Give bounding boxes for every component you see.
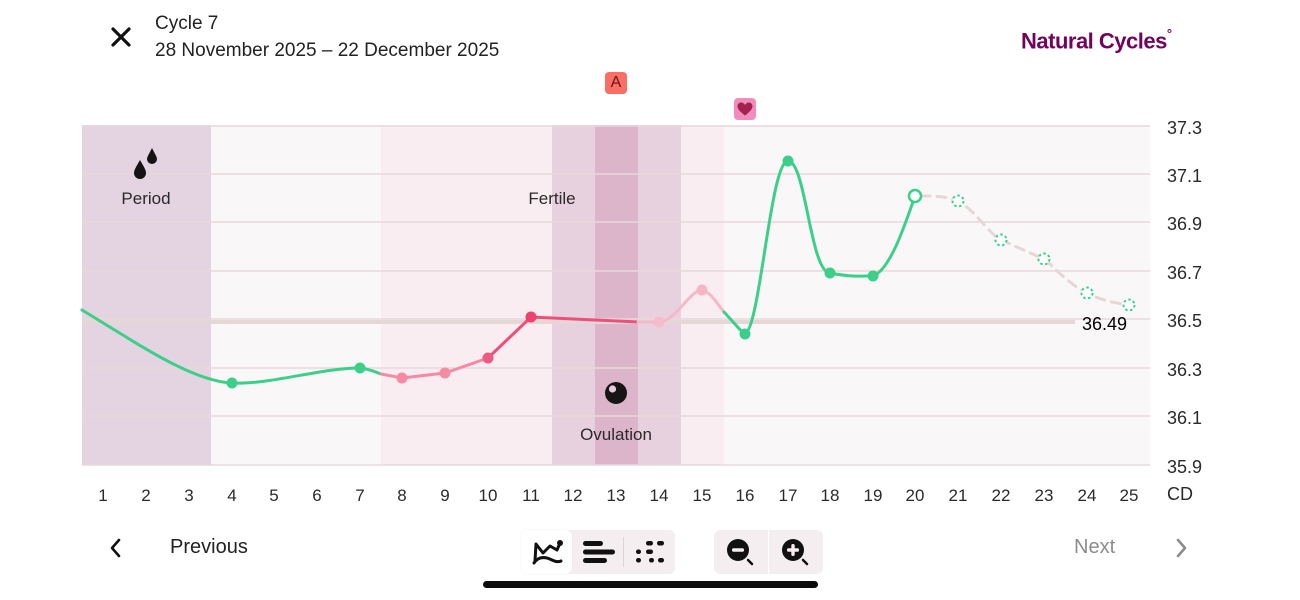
ovulation-band bbox=[595, 125, 638, 465]
svg-text:13: 13 bbox=[607, 486, 626, 505]
zoom-in-button[interactable] bbox=[769, 530, 823, 574]
x-axis: 1 2 3 4 5 6 7 8 9 10 11 12 13 14 15 16 1… bbox=[98, 486, 1138, 505]
period-band bbox=[82, 125, 211, 465]
data-point[interactable] bbox=[396, 372, 408, 384]
svg-text:4: 4 bbox=[227, 486, 236, 505]
svg-text:36.7: 36.7 bbox=[1167, 263, 1202, 283]
heart-icon bbox=[737, 102, 753, 116]
svg-text:9: 9 bbox=[440, 486, 449, 505]
svg-text:15: 15 bbox=[693, 486, 712, 505]
svg-text:8: 8 bbox=[397, 486, 406, 505]
svg-text:6: 6 bbox=[312, 486, 321, 505]
data-point[interactable] bbox=[782, 155, 794, 167]
svg-text:17: 17 bbox=[779, 486, 798, 505]
svg-text:7: 7 bbox=[355, 486, 364, 505]
zoom-divider bbox=[768, 530, 769, 574]
svg-text:25: 25 bbox=[1120, 486, 1139, 505]
svg-text:24: 24 bbox=[1078, 486, 1097, 505]
svg-text:5: 5 bbox=[269, 486, 278, 505]
data-point[interactable] bbox=[824, 267, 836, 279]
fertile-label: Fertile bbox=[528, 189, 575, 208]
svg-text:CD: CD bbox=[1167, 484, 1193, 504]
svg-text:3: 3 bbox=[184, 486, 193, 505]
zoom-out-button[interactable] bbox=[714, 530, 768, 574]
home-indicator[interactable] bbox=[483, 581, 818, 588]
period-label: Period bbox=[121, 189, 170, 208]
svg-text:18: 18 bbox=[821, 486, 840, 505]
svg-text:22: 22 bbox=[992, 486, 1011, 505]
toolbar-divider bbox=[623, 537, 624, 567]
data-point[interactable] bbox=[525, 311, 537, 323]
chart-view-toggle bbox=[521, 530, 675, 574]
svg-text:37.1: 37.1 bbox=[1167, 166, 1202, 186]
next-cycle-button[interactable]: Next bbox=[1074, 536, 1189, 559]
svg-text:35.9: 35.9 bbox=[1167, 457, 1202, 477]
temperature-points bbox=[226, 155, 1136, 389]
chevron-left-icon bbox=[110, 538, 121, 557]
data-point[interactable] bbox=[226, 377, 238, 389]
svg-text:1: 1 bbox=[98, 486, 107, 505]
data-point[interactable] bbox=[439, 367, 451, 379]
ovulation-label: Ovulation bbox=[580, 425, 652, 444]
brand-name: Natural Cycles bbox=[1021, 28, 1167, 54]
coverline-label: 36.49 bbox=[1082, 314, 1127, 334]
a-marker-badge[interactable]: A bbox=[605, 72, 627, 94]
period-drops-icon bbox=[134, 148, 157, 179]
svg-text:20: 20 bbox=[906, 486, 925, 505]
svg-text:36.9: 36.9 bbox=[1167, 214, 1202, 234]
line-chart-icon bbox=[532, 540, 563, 565]
chevron-right-icon bbox=[1176, 538, 1187, 557]
zoom-controls bbox=[714, 530, 823, 574]
cycle-date-range: 28 November 2025 – 22 December 2025 bbox=[155, 40, 500, 61]
svg-text:12: 12 bbox=[564, 486, 583, 505]
svg-text:11: 11 bbox=[522, 486, 540, 505]
svg-text:19: 19 bbox=[864, 486, 883, 505]
dots-view-button[interactable] bbox=[624, 530, 675, 574]
data-point[interactable] bbox=[867, 270, 879, 282]
y-axis: 37.3 37.1 36.9 36.7 36.5 36.3 36.1 35.9 … bbox=[1167, 118, 1202, 504]
line-chart-view-button[interactable] bbox=[521, 530, 572, 574]
list-bars-icon bbox=[582, 541, 615, 563]
heart-marker-badge[interactable] bbox=[734, 98, 756, 120]
next-label: Next bbox=[1074, 536, 1116, 558]
svg-text:36.1: 36.1 bbox=[1167, 408, 1202, 428]
data-point[interactable] bbox=[354, 362, 366, 374]
data-point[interactable] bbox=[482, 352, 494, 364]
svg-text:16: 16 bbox=[736, 486, 755, 505]
svg-text:36.3: 36.3 bbox=[1167, 360, 1202, 380]
close-icon bbox=[111, 27, 131, 47]
ovulation-egg-icon bbox=[605, 382, 627, 404]
svg-text:2: 2 bbox=[141, 486, 150, 505]
predicted-points bbox=[951, 194, 1136, 312]
data-point[interactable] bbox=[739, 328, 751, 340]
cycle-title: Cycle 7 bbox=[155, 13, 219, 34]
close-button[interactable] bbox=[106, 22, 136, 52]
temperature-chart[interactable]: 36.49 Period Fertile Ovulation bbox=[0, 0, 1300, 520]
svg-text:10: 10 bbox=[479, 486, 498, 505]
scatter-dots-icon bbox=[635, 541, 664, 563]
svg-text:14: 14 bbox=[650, 486, 669, 505]
svg-text:21: 21 bbox=[949, 486, 968, 505]
brand-mark: ° bbox=[1166, 26, 1172, 41]
list-view-button[interactable] bbox=[572, 530, 623, 574]
svg-text:23: 23 bbox=[1035, 486, 1054, 505]
svg-text:37.3: 37.3 bbox=[1167, 118, 1202, 138]
zoom-out-icon bbox=[727, 539, 754, 566]
data-point[interactable] bbox=[653, 316, 665, 328]
gridlines bbox=[82, 125, 1150, 466]
today-data-point[interactable] bbox=[907, 188, 923, 204]
previous-label: Previous bbox=[170, 536, 248, 558]
previous-cycle-button[interactable]: Previous bbox=[108, 536, 248, 559]
svg-text:36.5: 36.5 bbox=[1167, 311, 1202, 331]
zoom-in-icon bbox=[782, 539, 809, 566]
data-point[interactable] bbox=[696, 284, 708, 296]
brand-logo: Natural Cycles° bbox=[1021, 26, 1172, 54]
